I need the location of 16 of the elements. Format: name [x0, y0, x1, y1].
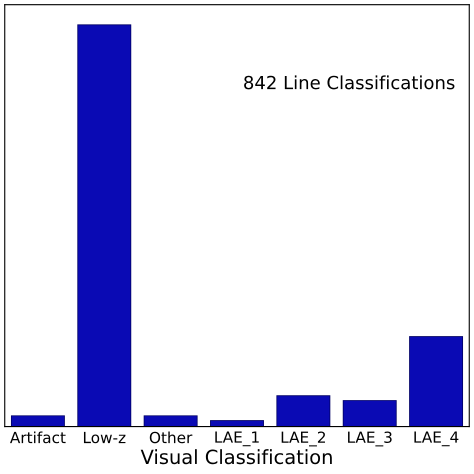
bar [144, 415, 198, 427]
x-tick-label: Other [150, 431, 192, 444]
x-tick-label: Artifact [10, 431, 66, 444]
x-tick-label: LAE_4 [414, 432, 458, 446]
x-tick-label: LAE_1 [215, 432, 259, 446]
bar [342, 400, 397, 427]
x-tick-label: LAE_3 [348, 431, 392, 446]
bar [276, 395, 330, 427]
x-tick-label: Low-z [84, 432, 126, 444]
x-axis-title: Visual Classification [140, 449, 332, 464]
annotation: 842 Line Classifications [244, 75, 454, 90]
bar [77, 24, 132, 427]
bar [210, 420, 264, 427]
bar [409, 336, 464, 427]
x-tick-label: LAE_2 [282, 431, 325, 446]
bar [10, 415, 65, 427]
